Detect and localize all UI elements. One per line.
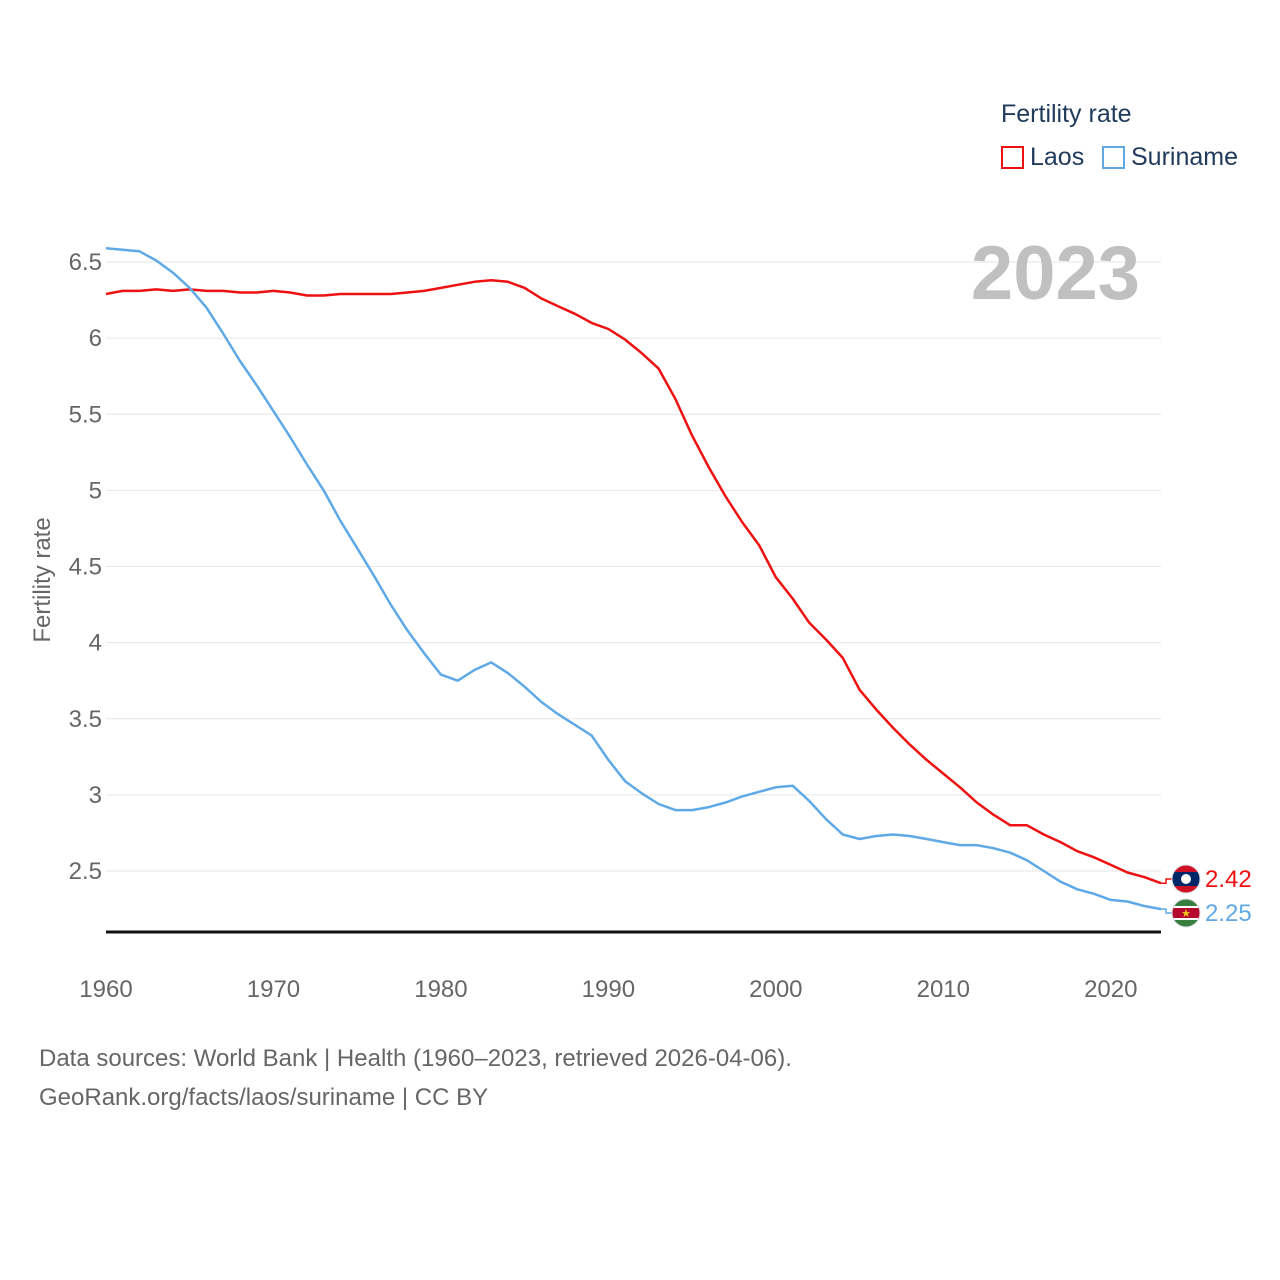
flag-star: ★ — [1181, 908, 1191, 920]
flag-disc — [1181, 874, 1191, 884]
legend-item-suriname[interactable]: Suriname — [1102, 143, 1238, 172]
flag-suriname-icon: ★ — [1171, 898, 1201, 928]
legend-label-laos: Laos — [1030, 143, 1085, 171]
series-line-suriname — [105, 247, 1162, 911]
legend-title: Fertility rate — [1001, 100, 1132, 128]
legend-label-suriname: Suriname — [1131, 143, 1238, 171]
series-lines — [105, 247, 1162, 911]
end-value-laos: 2.42 — [1205, 866, 1252, 893]
flag-laos-icon — [1171, 864, 1201, 894]
y-tick-label: 5 — [89, 477, 102, 504]
x-tick-label: 1990 — [582, 976, 635, 1003]
y-tick-label: 4 — [89, 630, 102, 657]
series-line-laos — [105, 279, 1162, 885]
gridlines — [106, 261, 1161, 872]
legend-swatch-suriname — [1102, 146, 1125, 169]
x-tick-label: 1980 — [414, 976, 467, 1003]
flag-ring — [1171, 864, 1201, 894]
flag-red — [1172, 908, 1200, 918]
y-tick-label: 2.5 — [69, 858, 102, 885]
legend-item-laos[interactable]: Laos — [1001, 143, 1084, 172]
y-tick-label: 3 — [89, 782, 102, 809]
end-value-suriname: 2.25 — [1205, 900, 1252, 927]
x-axis-ticks: 1960 1970 1980 1990 2000 2010 2020 — [79, 976, 1137, 1003]
y-axis-ticks: 2.5 3 3.5 4 4.5 5 5.5 6 6.5 — [69, 249, 102, 885]
y-tick-label: 6.5 — [69, 249, 102, 276]
y-tick-label: 3.5 — [69, 706, 102, 733]
x-tick-label: 1960 — [79, 976, 132, 1003]
y-tick-label: 6 — [89, 325, 102, 352]
source-line-2[interactable]: GeoRank.org/facts/laos/suriname | CC BY — [39, 1084, 489, 1111]
flag-ring — [1171, 898, 1201, 928]
x-tick-label: 2020 — [1084, 976, 1137, 1003]
end-connector-suriname — [1161, 908, 1172, 914]
x-tick-label: 1970 — [247, 976, 300, 1003]
flag-body: ★ — [1172, 899, 1200, 927]
x-tick-label: 2000 — [749, 976, 802, 1003]
flag-body — [1172, 865, 1200, 893]
y-tick-label: 5.5 — [69, 401, 102, 428]
end-markers: 2.42 ★ 2.25 — [1161, 864, 1252, 928]
y-axis-label: Fertility rate — [29, 517, 56, 642]
end-connector-laos — [1161, 878, 1172, 884]
source-line-1: Data sources: World Bank | Health (1960–… — [39, 1045, 792, 1072]
x-tick-label: 2010 — [917, 976, 970, 1003]
y-tick-label: 4.5 — [69, 554, 102, 581]
legend-swatch-laos — [1001, 146, 1024, 169]
year-watermark: 2023 — [971, 231, 1140, 316]
